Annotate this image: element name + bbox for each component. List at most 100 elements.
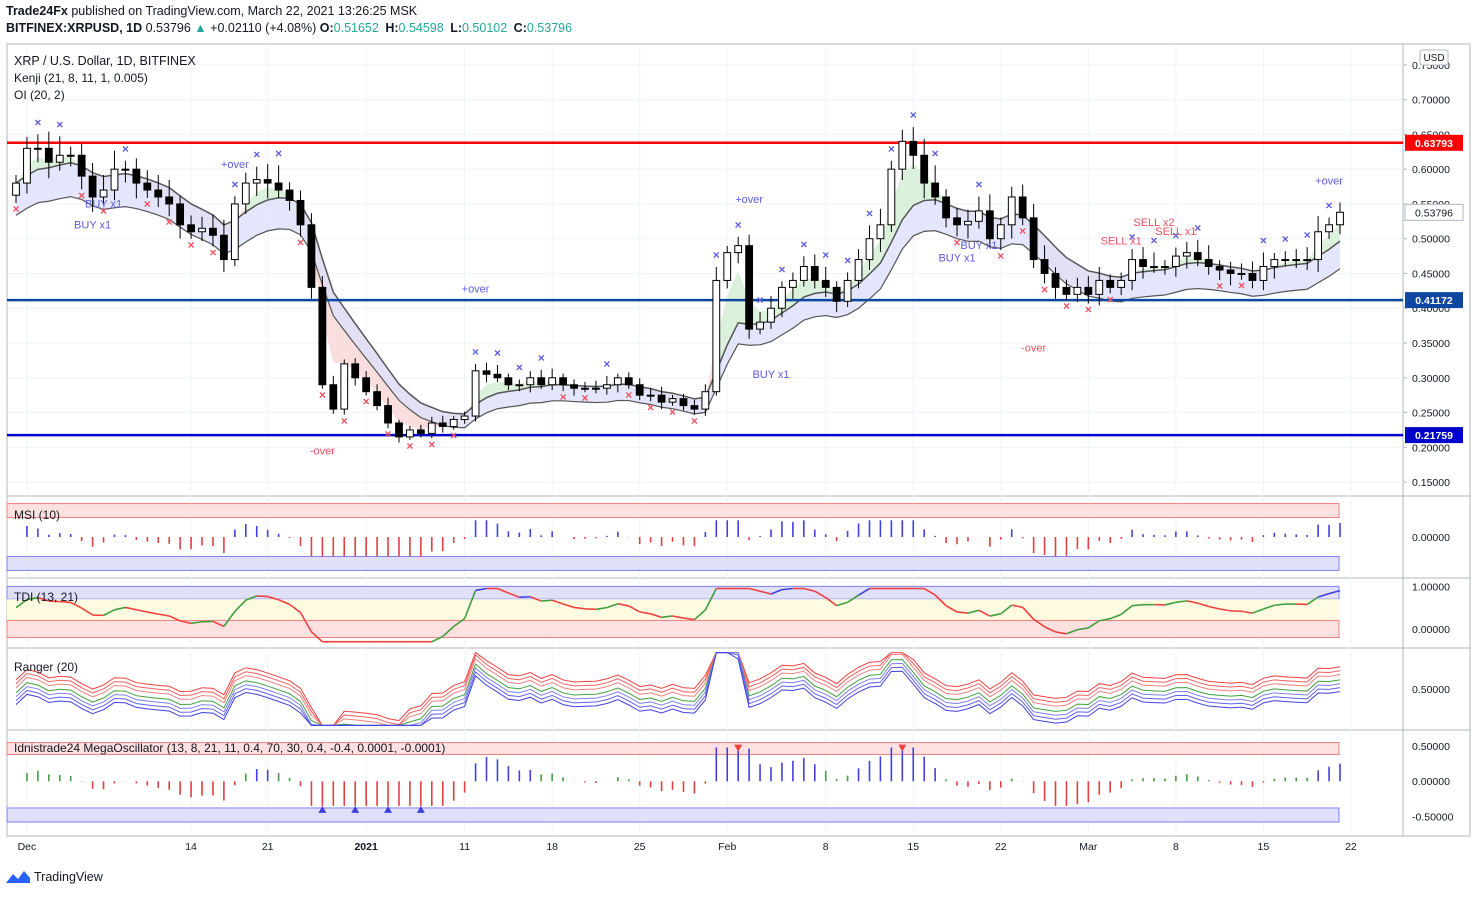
candle-body (592, 387, 600, 390)
candle-body (416, 429, 425, 434)
sell-marker: × (1238, 279, 1245, 293)
buy-marker: × (975, 178, 982, 192)
tdi-line-segment (1274, 603, 1286, 607)
close-label: C: (513, 21, 527, 35)
candle-body (154, 189, 163, 198)
ranger-legend[interactable]: Ranger (20) (14, 660, 79, 674)
candle-body (1095, 279, 1104, 295)
candle-body (1281, 259, 1290, 262)
footer-brand: TradingView (34, 870, 103, 884)
buy-marker: × (1150, 233, 1157, 247)
ranger-line (15, 651, 1341, 726)
sell-marker: × (1041, 282, 1048, 296)
candle-body (1106, 279, 1115, 288)
candle-body (1292, 259, 1301, 262)
signal-annotation: BUY x1 (85, 198, 122, 210)
candle-body (187, 224, 195, 233)
tdi-line-segment (15, 599, 28, 609)
msi-lower-band (6, 556, 1340, 571)
sell-marker: × (363, 395, 370, 409)
tdi-line-segment (770, 588, 783, 595)
mega-axis-label-1: 0.50000 (1412, 741, 1450, 753)
candle-body (176, 203, 185, 226)
tdi-line-segment (497, 587, 509, 594)
tdi-line-segment (168, 615, 181, 622)
candle-body (504, 377, 513, 386)
tdi-line-segment (1000, 604, 1013, 615)
tdi-line-segment (1011, 604, 1023, 609)
candle-body (66, 154, 75, 157)
candle-body (789, 279, 797, 288)
mega-buy-triangle (416, 805, 425, 813)
tdi-line-segment (661, 615, 673, 619)
x-tick-label: 15 (1258, 841, 1270, 853)
tdi-line-segment (956, 611, 969, 614)
y-tick-label: 0.30000 (1412, 373, 1450, 385)
candle-body (165, 196, 174, 205)
signal-annotation: +over (735, 194, 763, 206)
candle-body (613, 377, 622, 386)
tdi-line-segment (245, 595, 258, 601)
tdi-legend[interactable]: TDI (13, 21) (14, 590, 79, 604)
candle-body (985, 210, 994, 240)
sell-marker: × (209, 245, 216, 259)
candle-body (1204, 259, 1213, 268)
kenji-legend[interactable]: Kenji (21, 8, 11, 1, 0.005) (14, 71, 148, 85)
tdi-axis-label-0: 0.00000 (1412, 624, 1450, 636)
candle-body (285, 189, 294, 201)
oi-legend[interactable]: OI (20, 2) (14, 88, 65, 102)
tdi-line-segment (704, 588, 718, 611)
msi-axis-label: 0.00000 (1412, 532, 1450, 544)
up-arrow-icon: ▲ (194, 21, 207, 35)
y-tick-label: 0.15000 (1412, 477, 1450, 489)
candle-body (23, 147, 31, 184)
level-label: 0.63793 (1415, 138, 1453, 150)
tdi-line-segment (1306, 596, 1319, 606)
candle-body (132, 168, 141, 184)
candle-body (1182, 252, 1191, 257)
tdi-line-segment (278, 598, 290, 606)
tdi-line-segment (267, 595, 279, 601)
candle-body (121, 168, 130, 171)
candle-body (537, 377, 546, 386)
candle-body (1325, 224, 1333, 233)
signal-annotation: SELL x1 (1101, 235, 1142, 247)
tdi-line-segment (1241, 610, 1253, 614)
tdi-line-segment (1109, 613, 1122, 620)
sell-marker: × (100, 204, 107, 218)
tdi-line-segment (1120, 605, 1133, 616)
ranger-line (15, 652, 1341, 726)
candle-body (975, 210, 983, 222)
tdi-line-segment (573, 606, 586, 610)
candle-body (427, 422, 436, 434)
candle-body (1139, 259, 1147, 268)
sell-marker: × (1085, 303, 1092, 317)
candle-body (701, 391, 710, 410)
sell-marker: × (341, 414, 348, 428)
tdi-line-segment (562, 603, 575, 609)
current-price-label: 0.53796 (1415, 207, 1453, 219)
tdi-line-segment (945, 605, 958, 613)
candle-body (482, 370, 491, 375)
candle-body (1193, 252, 1202, 261)
ranger-line (15, 652, 1341, 726)
buy-marker: × (844, 253, 851, 267)
signal-annotation: SELL x1 (1155, 226, 1196, 238)
candle-body (909, 140, 918, 156)
mega-buy-triangle (351, 805, 360, 813)
x-tick-label: 22 (1345, 841, 1357, 853)
msi-legend[interactable]: MSI (10) (14, 508, 61, 522)
tdi-line-segment (1055, 631, 1067, 635)
mega-buy-triangle (318, 805, 327, 813)
tdi-line-segment (1197, 602, 1209, 608)
candle-body (198, 227, 206, 233)
high-value: 0.54598 (398, 21, 444, 35)
candle-body (318, 286, 327, 386)
tdi-line-segment (1208, 605, 1220, 610)
candle-body (449, 419, 458, 427)
buy-marker: × (1282, 232, 1289, 246)
mega-oscillator-legend[interactable]: Idnistrade24 MegaOscillator (13, 8, 21, … (14, 741, 446, 755)
sell-marker: × (188, 238, 195, 252)
buy-marker: × (910, 108, 917, 122)
